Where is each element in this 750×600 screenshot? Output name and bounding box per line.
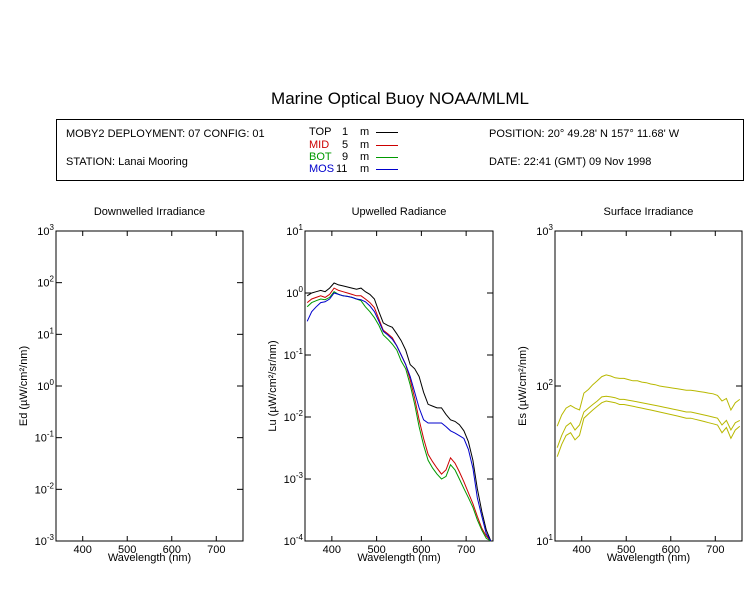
legend-label: TOP: [309, 126, 332, 138]
legend-swatch: [376, 169, 398, 170]
station-text: STATION: Lanai Mooring: [66, 156, 188, 168]
plot-frame: [55, 230, 244, 542]
legend-depth: 11: [336, 163, 348, 175]
x-tick-label: 600: [412, 544, 430, 556]
y-axis-label: Ed (µW/cm²/nm): [18, 346, 30, 426]
series-line-mos: [306, 292, 492, 542]
legend-swatch: [376, 145, 398, 146]
y-tick-label: 100: [286, 285, 303, 300]
x-tick-label: 400: [74, 544, 92, 556]
plot-frame: [554, 230, 743, 542]
y-tick-label: 101: [37, 326, 54, 341]
y-tick-label: 102: [37, 275, 54, 290]
y-tick-label: 101: [536, 533, 553, 548]
y-tick-label: 102: [536, 378, 553, 393]
y-tick-label: 10-4: [284, 533, 304, 548]
info-box: MOBY2 DEPLOYMENT: 07 CONFIG: 01 STATION:…: [56, 119, 744, 181]
y-axis-label: Es (µW/cm²/nm): [517, 346, 529, 426]
y-tick-label: 10-2: [35, 481, 55, 496]
x-tick-label: 700: [457, 544, 475, 556]
page-title: Marine Optical Buoy NOAA/MLML: [271, 89, 529, 108]
x-tick-label: 700: [207, 544, 225, 556]
x-tick-label: 400: [573, 544, 591, 556]
x-axis-label: Wavelength (nm): [607, 552, 690, 564]
x-tick-label: 500: [118, 544, 136, 556]
deployment-text: MOBY2 DEPLOYMENT: 07 CONFIG: 01: [66, 128, 265, 140]
series-line-bot: [306, 291, 492, 542]
legend-depth: 1: [342, 126, 349, 138]
y-tick-label: 103: [536, 223, 553, 238]
y-tick-label: 10-1: [35, 430, 55, 445]
legend-swatch: [376, 132, 398, 133]
series-line-es-3: [556, 400, 741, 457]
y-axis-label: Lu (µW/cm²/sr/nm): [267, 340, 279, 431]
x-tick-label: 700: [706, 544, 724, 556]
legend-unit: m: [360, 163, 370, 175]
legend-unit: m: [360, 139, 370, 151]
y-tick-label: 10-2: [284, 409, 304, 424]
series-line-mid: [306, 287, 492, 542]
x-tick-label: 600: [163, 544, 181, 556]
x-tick-label: 500: [617, 544, 635, 556]
y-tick-label: 10-3: [284, 471, 304, 486]
x-tick-label: 500: [367, 544, 385, 556]
legend-label: MOS: [309, 163, 335, 175]
series-line-es-2: [556, 395, 741, 448]
plot-frame: [304, 230, 494, 542]
series-line-top: [306, 282, 492, 542]
x-tick-label: 600: [662, 544, 680, 556]
y-tick-label: 10-1: [284, 347, 304, 362]
chart-title: Downwelled Irradiance: [94, 206, 205, 218]
legend-depth: 9: [342, 151, 349, 163]
position-text: POSITION: 20° 49.28' N 157° 11.68' W: [489, 128, 680, 140]
series-line-es-1: [556, 374, 741, 427]
x-tick-label: 400: [323, 544, 341, 556]
y-tick-label: 10-3: [35, 533, 55, 548]
chart-title: Surface Irradiance: [604, 206, 694, 218]
chart-title: Upwelled Radiance: [352, 206, 447, 218]
legend-depth: 5: [342, 139, 349, 151]
legend-unit: m: [360, 126, 370, 138]
legend-label: MID: [309, 139, 330, 151]
y-tick-label: 101: [286, 223, 303, 238]
x-axis-label: Wavelength (nm): [357, 552, 440, 564]
date-text: DATE: 22:41 (GMT) 09 Nov 1998: [489, 156, 652, 168]
y-tick-label: 103: [37, 223, 54, 238]
legend-unit: m: [360, 151, 370, 163]
y-tick-label: 100: [37, 378, 54, 393]
legend-swatch: [376, 157, 398, 158]
legend-label: BOT: [309, 151, 332, 163]
x-axis-label: Wavelength (nm): [108, 552, 191, 564]
